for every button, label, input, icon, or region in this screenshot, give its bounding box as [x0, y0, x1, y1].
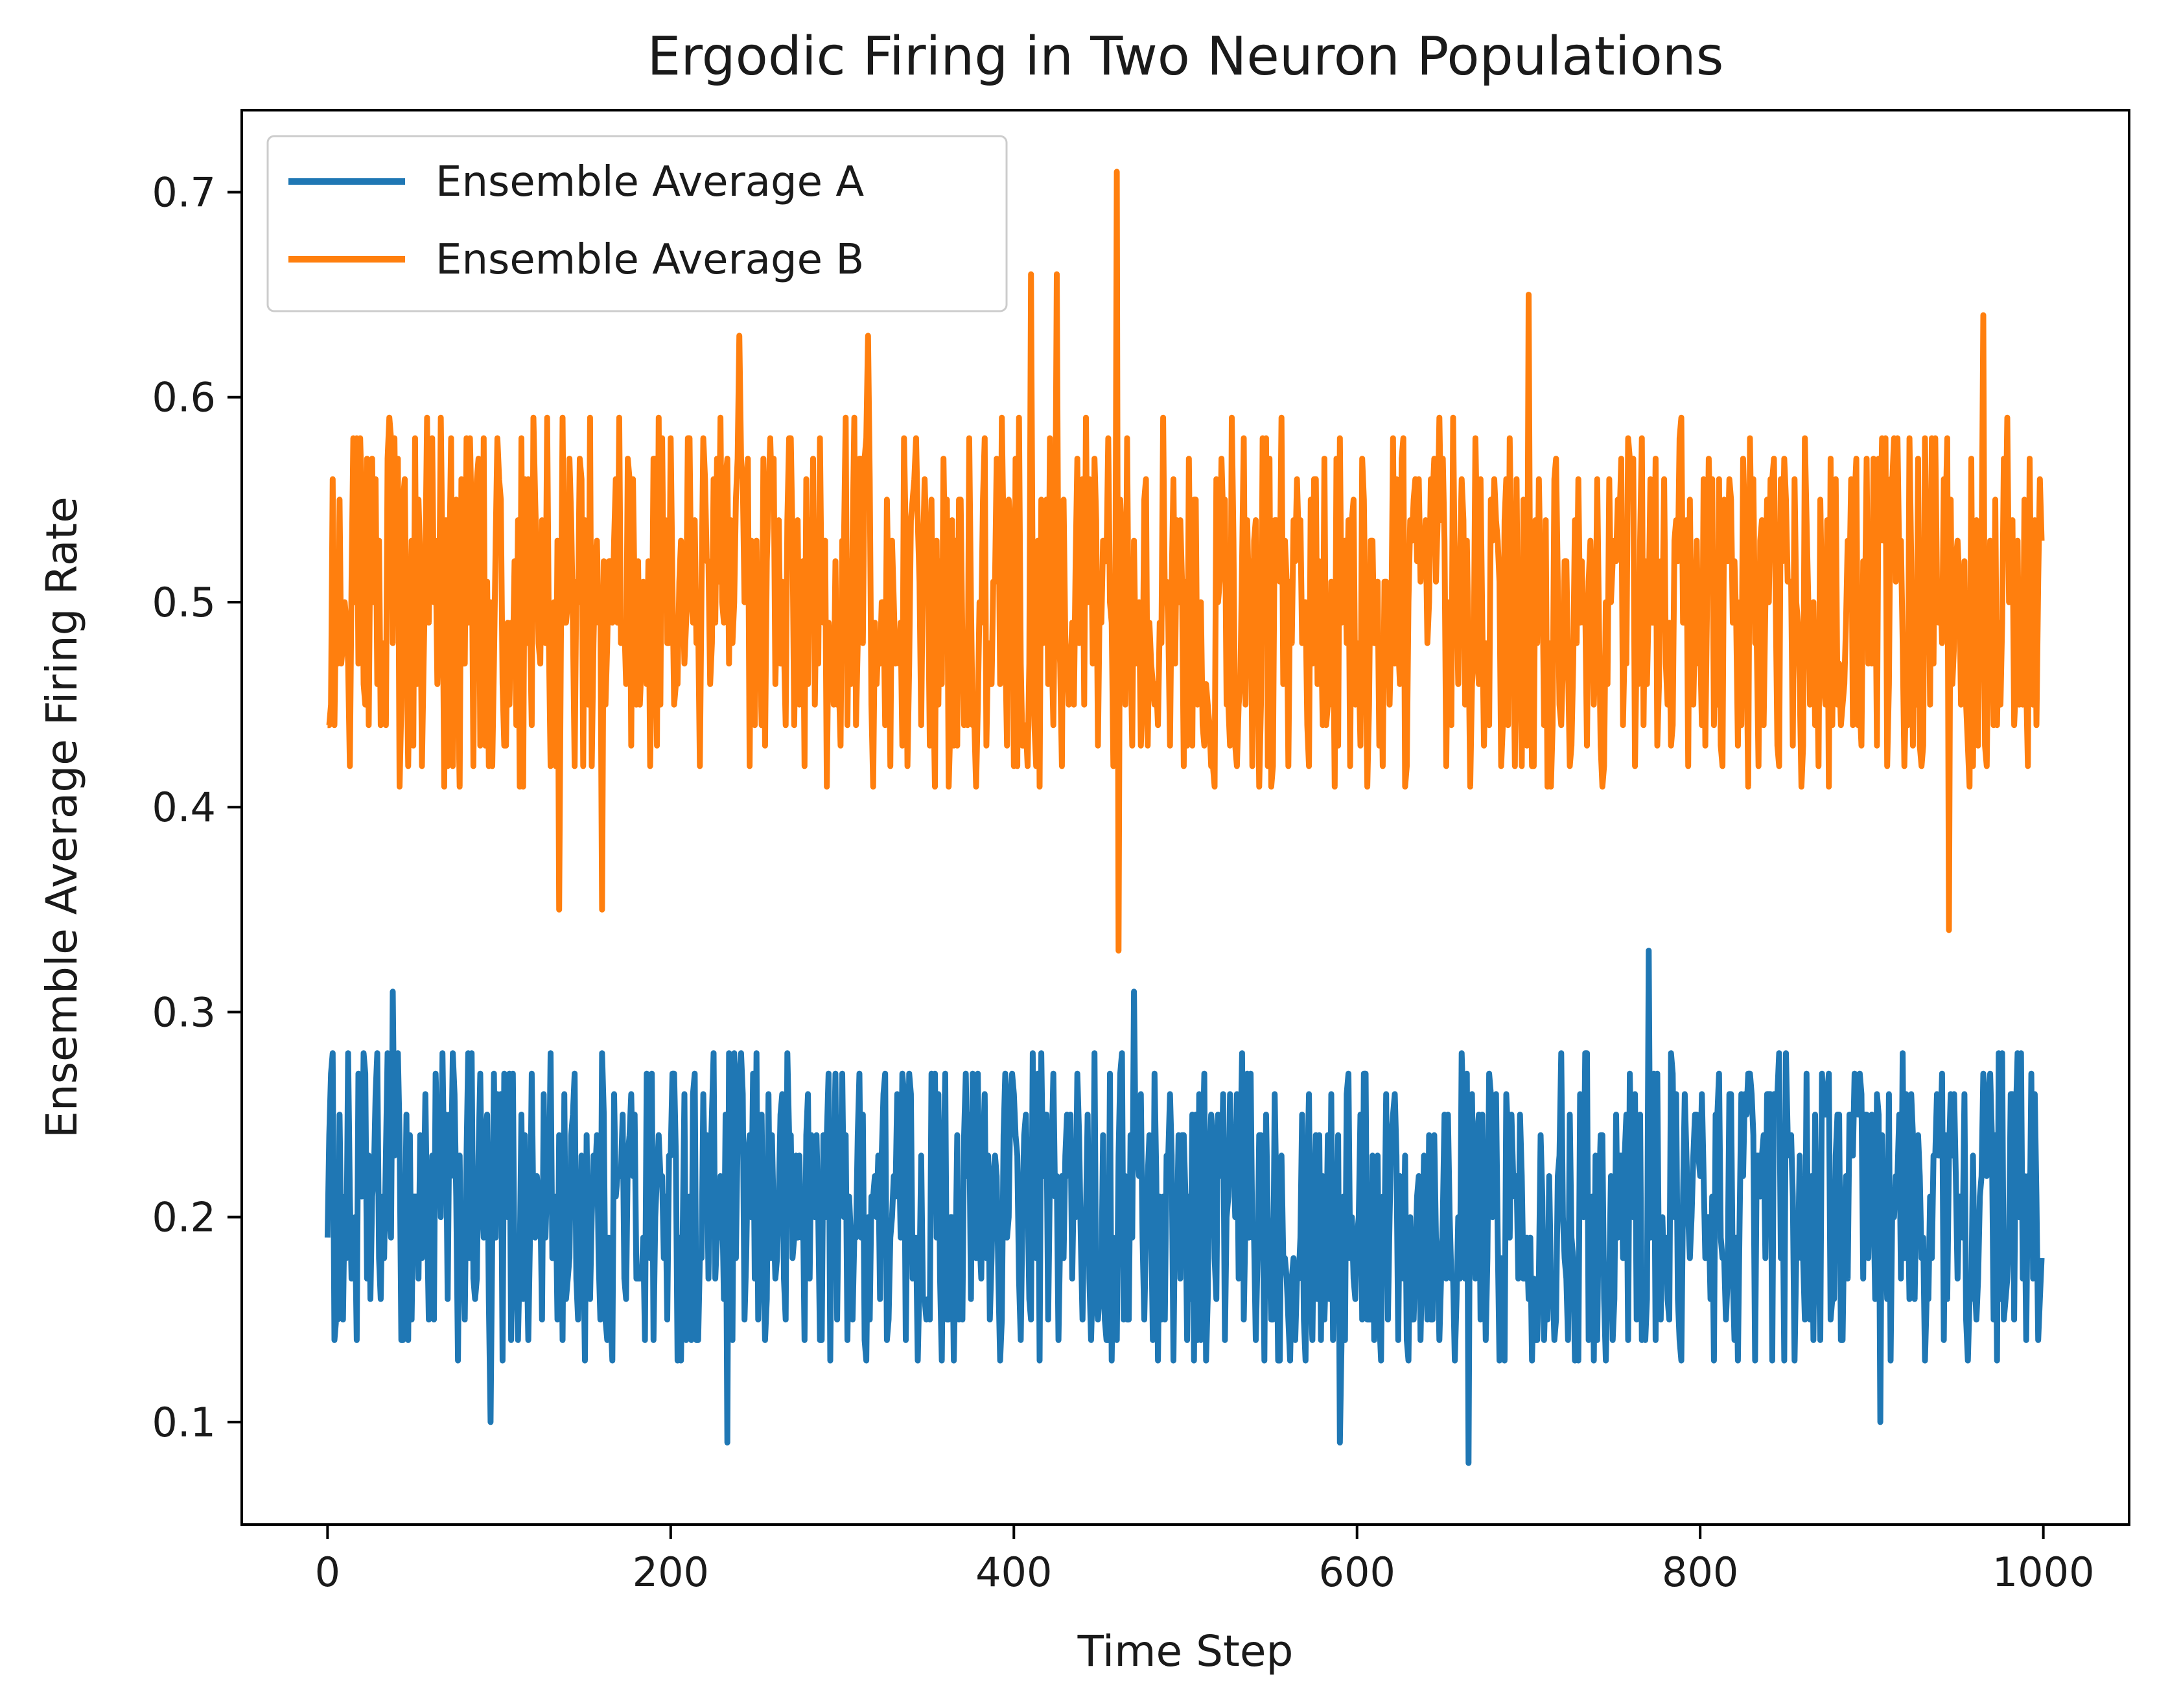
legend-label-ensemble-a: Ensemble Average A	[436, 158, 864, 206]
x-tick-label: 0	[315, 1549, 340, 1596]
y-axis: 0.1 0.2 0.3 0.4 0.5 0.6 0.7	[152, 169, 242, 1446]
legend-label-ensemble-b: Ensemble Average B	[436, 236, 864, 284]
y-tick-label: 0.6	[152, 374, 216, 421]
chart-title: Ergodic Firing in Two Neuron Populations	[647, 26, 1724, 88]
y-tick-label: 0.3	[152, 989, 216, 1036]
y-tick-label: 0.4	[152, 784, 216, 831]
x-tick-label: 600	[1319, 1549, 1395, 1596]
y-axis-label: Ensemble Average Firing Rate	[37, 497, 87, 1138]
series-line-ensemble-a	[324, 948, 2045, 1466]
x-tick-label: 800	[1662, 1549, 1738, 1596]
x-axis: 0 200 400 600 800 1000	[315, 1525, 2095, 1596]
x-tick-label: 200	[633, 1549, 709, 1596]
y-tick-label: 0.5	[152, 579, 216, 626]
x-axis-label: Time Step	[1077, 1626, 1294, 1676]
x-tick-label: 1000	[1992, 1549, 2095, 1596]
x-tick-label: 400	[975, 1549, 1052, 1596]
plot-frame	[240, 109, 2130, 1526]
y-tick-label: 0.1	[152, 1399, 216, 1446]
series-line-ensemble-b	[326, 169, 2045, 954]
series-layer	[324, 169, 2045, 1466]
y-tick-label: 0.2	[152, 1194, 216, 1241]
legend: Ensemble Average A Ensemble Average B	[266, 135, 1008, 312]
y-tick-label: 0.7	[152, 169, 216, 216]
legend-box	[266, 135, 1008, 312]
